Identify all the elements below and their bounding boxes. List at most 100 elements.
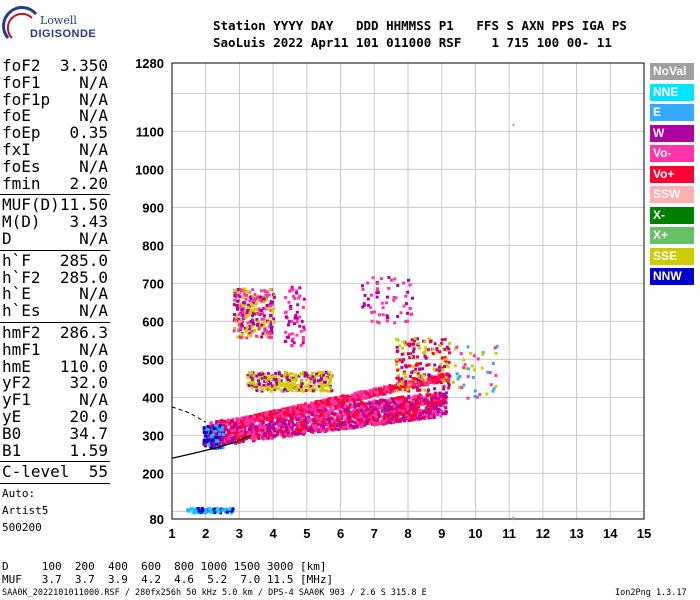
echo-point [433,377,437,381]
echo-point [302,419,306,423]
echo-point [269,425,273,429]
echo-point [279,414,283,418]
echo-point [290,432,294,436]
echo-point [245,415,249,419]
echo-point [316,400,320,404]
param-label: yE [2,407,22,426]
echo-point [336,418,339,422]
station-header-labels: Station YYYY DAY DDD HHMMSS P1 FFS S AXN… [213,18,627,33]
echo-point [226,418,230,422]
echo-point [412,412,416,416]
echo-point [408,407,411,411]
echo-point [473,368,476,372]
echo-point [328,382,332,385]
echo-point [379,390,383,394]
echo-point [273,383,277,387]
echo-point [306,385,310,389]
echo-point [296,431,300,435]
echo-point [284,382,288,386]
echo-point [417,416,421,420]
echo-point [485,392,489,396]
echo-point [241,314,245,318]
echo-point [261,426,265,430]
echo-point [407,383,411,387]
echo-point [261,372,265,376]
param-value: 11.50 [59,195,108,215]
echo-point [407,419,411,423]
echo-point [404,417,408,421]
echo-point [304,405,308,409]
echo-point [241,311,245,315]
param-separator [0,249,110,251]
echo-point [381,392,385,396]
echo-point [248,332,252,335]
echo-point [410,371,414,375]
echo-point [285,376,289,380]
echo-point [301,341,305,345]
echo-point [362,419,366,423]
echo-point [315,425,319,429]
echo-point [306,420,310,424]
param-row-fof2: foF2 3.350 [2,58,108,74]
echo-point [382,410,386,414]
echo-point [416,379,420,383]
echo-point [247,384,251,387]
echo-point [233,313,236,317]
echo-point [230,419,234,423]
echo-point [322,425,326,429]
echo-point [255,432,258,436]
echo-point [267,423,271,427]
echo-point [395,416,399,420]
echo-point [288,409,292,413]
echo-point [416,388,420,392]
echo-point [225,510,229,514]
echo-point [348,397,352,401]
echo-point [295,384,299,387]
echo-point [296,418,300,422]
echo-point [258,425,262,429]
echo-point [334,427,338,431]
echo-point [448,342,452,345]
echo-point [329,374,333,378]
echo-point [217,443,221,446]
echo-point [328,377,332,381]
echo-point [263,327,267,331]
echo-point [343,405,347,409]
echo-point [233,421,237,425]
echo-point [238,312,242,316]
echo-point [297,427,301,431]
legend-item: X+ [650,227,694,244]
echo-point [267,320,271,324]
echo-point [360,408,363,412]
echo-point [280,421,284,425]
echo-point [466,396,470,400]
param-label: D [2,229,12,248]
echo-point [357,406,361,410]
echo-point [226,437,230,440]
echo-point [293,430,296,434]
echo-point [242,425,246,429]
echo-point [462,366,466,370]
echo-point [374,406,378,410]
echo-point [364,394,368,398]
echo-point [400,403,404,406]
echo-point [328,411,332,415]
echo-point [215,510,219,514]
echo-point [261,312,265,316]
echo-point [268,336,272,340]
echo-point [277,415,281,419]
echo-point [326,409,330,413]
x-tick-label: 7 [371,526,378,541]
echo-point [442,403,446,407]
echo-point [282,422,286,426]
echo-point [243,429,247,433]
echo-point [267,325,271,329]
echo-point [258,376,262,380]
echo-point [389,407,393,411]
echo-point [376,405,380,409]
echo-point [427,337,431,341]
echo-point [238,295,242,299]
echo-point [325,389,329,393]
echo-point [295,389,299,393]
echo-point [209,421,213,425]
